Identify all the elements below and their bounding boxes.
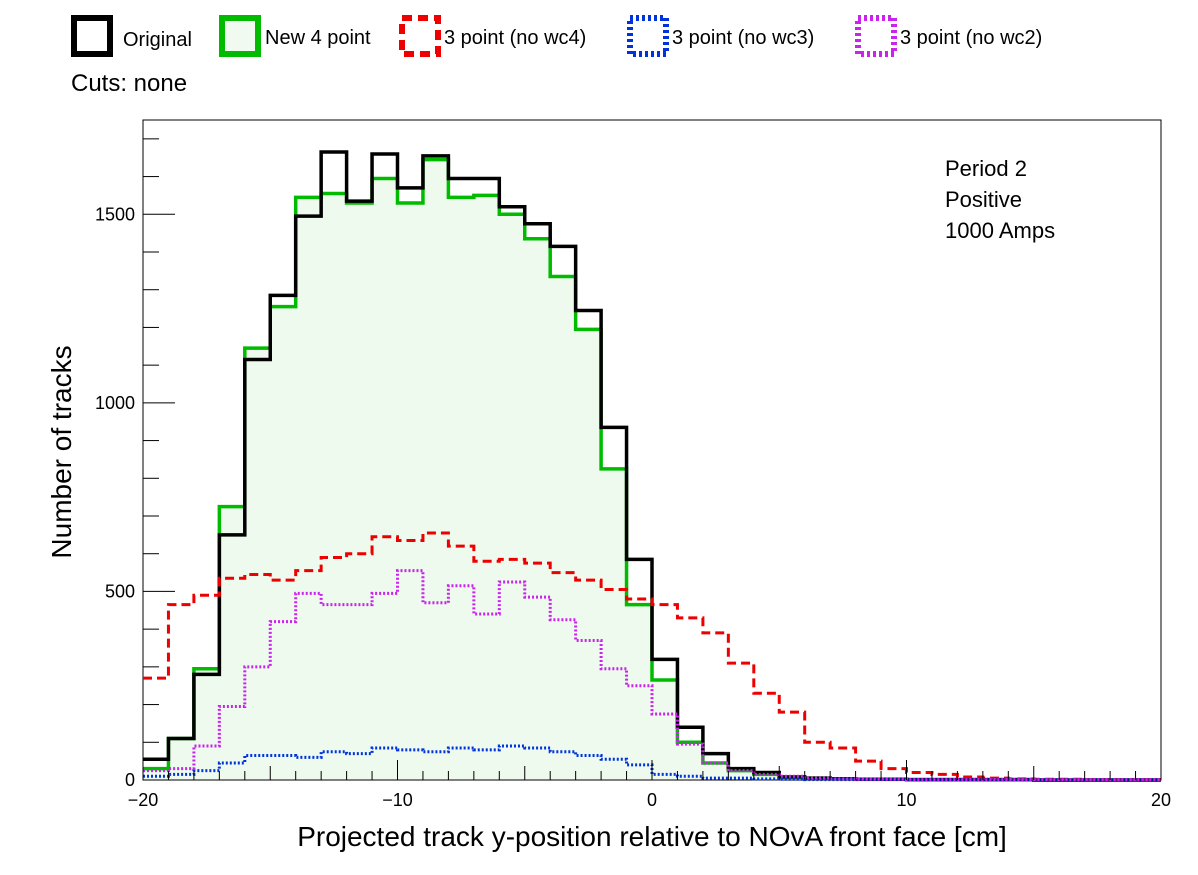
x-tick-label: −20 (128, 790, 159, 810)
legend-entry-no-wc3: 3 point (no wc3) (627, 15, 814, 57)
legend-label-no-wc3: 3 point (no wc3) (672, 27, 814, 49)
legend-swatch-original (71, 15, 113, 57)
x-tick-label: 0 (647, 790, 657, 810)
x-axis-title: Projected track y-position relative to N… (297, 821, 1007, 852)
legend-label-no-wc4: 3 point (no wc4) (444, 27, 586, 49)
legend-entry-original: Original (71, 15, 192, 57)
y-axis: 0 500 1000 1500 (95, 138, 175, 790)
y-tick-label: 0 (125, 770, 135, 790)
legend-swatch-new-4-point (219, 15, 261, 57)
annotation-period: Period 2 (945, 156, 1027, 181)
series-fill-new-4-point (143, 159, 1161, 781)
y-tick-label: 1500 (95, 204, 135, 224)
y-tick-label: 500 (105, 581, 135, 601)
annotation: Period 2 Positive 1000 Amps (945, 156, 1055, 243)
x-tick-label: −10 (382, 790, 413, 810)
legend-swatch-no-wc4 (399, 15, 441, 57)
y-tick-label: 1000 (95, 393, 135, 413)
legend: Original New 4 point 3 point (no wc4) 3 … (71, 15, 1042, 57)
series-no-wc2 (143, 569, 1161, 782)
y-axis-title: Number of tracks (46, 345, 77, 558)
series-no-wc3 (143, 744, 1161, 782)
legend-entry-no-wc4: 3 point (no wc4) (399, 15, 586, 57)
x-tick-label: 10 (896, 790, 916, 810)
legend-entry-no-wc2: 3 point (no wc2) (855, 15, 1042, 57)
series-line-no-wc2 (143, 569, 1161, 782)
annotation-current: 1000 Amps (945, 218, 1055, 243)
x-tick-label: 20 (1151, 790, 1171, 810)
legend-swatch-no-wc3 (627, 15, 669, 57)
legend-label-no-wc2: 3 point (no wc2) (900, 27, 1042, 49)
legend-swatch-no-wc2 (855, 15, 897, 57)
x-axis: −20 −10 0 10 20 (128, 760, 1171, 810)
legend-label-original: Original (123, 29, 192, 51)
legend-label-new-4-point: New 4 point (265, 27, 371, 49)
series-line-no-wc3 (143, 744, 1161, 782)
annotation-polarity: Positive (945, 187, 1022, 212)
legend-entry-new-4-point: New 4 point (219, 15, 371, 57)
cuts-label: Cuts: none (71, 70, 187, 97)
